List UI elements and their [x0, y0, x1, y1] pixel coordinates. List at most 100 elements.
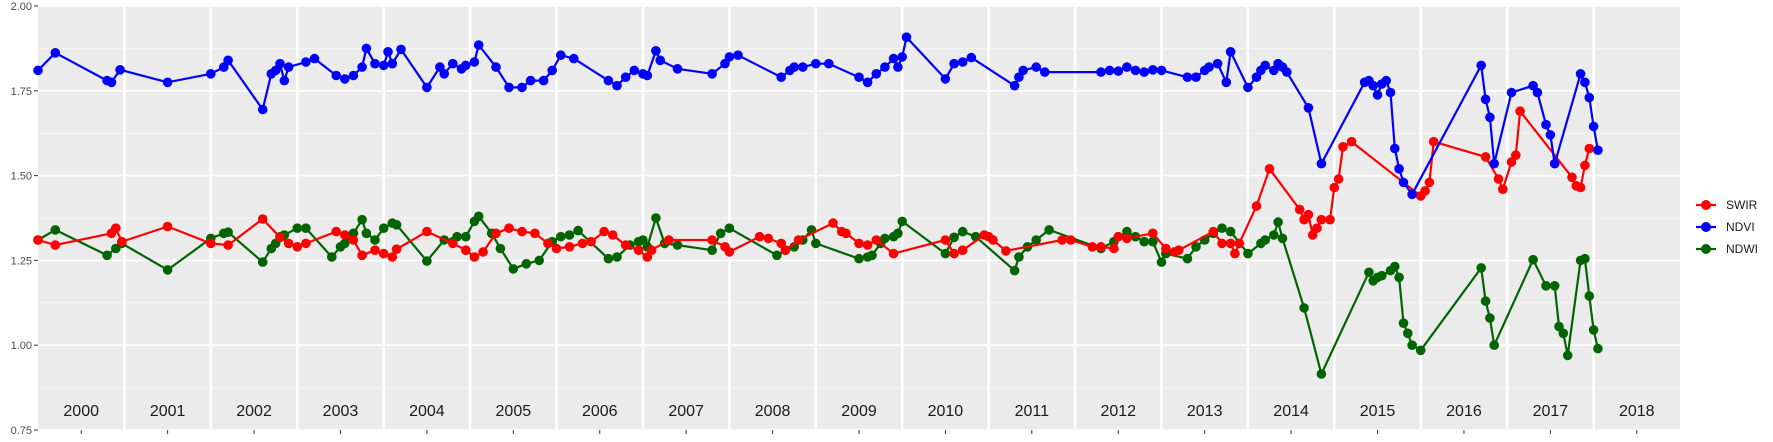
data-point-swir: [1316, 214, 1327, 225]
data-point-ndvi: [301, 57, 311, 67]
data-point-swir: [1329, 182, 1340, 193]
year-label: 2007: [668, 403, 704, 420]
data-point-ndvi: [1398, 177, 1409, 188]
data-point-ndvi: [33, 65, 43, 76]
data-point-ndwi: [1403, 328, 1413, 339]
data-point-ndvi: [1381, 75, 1391, 86]
year-label: 2018: [1619, 403, 1655, 420]
data-point-ndwi: [612, 252, 622, 262]
data-point-ndwi: [495, 243, 506, 254]
data-point-ndwi: [361, 228, 372, 239]
data-point-ndvi: [1282, 67, 1292, 77]
x-axis-ticks: [80, 430, 1638, 434]
data-point-ndwi: [162, 265, 173, 275]
data-point-ndvi: [1390, 143, 1400, 154]
data-point-ndvi: [504, 82, 514, 93]
data-point-swir: [871, 235, 882, 245]
data-point-swir: [707, 235, 717, 245]
year-label: 2011: [1015, 403, 1050, 420]
data-point-ndwi: [1156, 257, 1167, 267]
data-point-ndvi: [720, 58, 730, 69]
y-tick-label: 1.50: [11, 171, 32, 183]
data-point-ndwi: [391, 220, 402, 230]
data-point-ndwi: [534, 255, 544, 266]
data-point-ndvi: [811, 58, 821, 69]
data-point-ndwi: [1541, 281, 1551, 291]
data-point-ndwi: [1480, 296, 1491, 306]
data-point-swir: [1109, 243, 1119, 254]
data-point-ndvi: [378, 60, 389, 71]
data-point-ndwi: [1593, 343, 1603, 354]
data-point-ndwi: [223, 227, 233, 237]
data-point-ndvi: [50, 48, 61, 58]
data-point-ndvi: [569, 53, 579, 64]
data-point-ndvi: [733, 50, 743, 60]
data-point-swir: [117, 236, 127, 247]
data-point-ndwi: [102, 250, 112, 261]
data-point-swir: [461, 245, 471, 255]
year-label: 2016: [1446, 403, 1482, 420]
data-point-ndwi: [880, 233, 890, 244]
legend-key-point: [1701, 222, 1711, 232]
data-point-ndwi: [422, 256, 432, 266]
data-point-ndvi: [106, 77, 117, 88]
data-point-swir: [1294, 204, 1305, 215]
data-point-swir: [391, 244, 402, 254]
data-point-swir: [780, 245, 791, 255]
data-point-ndwi: [521, 259, 532, 269]
year-label: 2013: [1187, 403, 1223, 420]
data-point-ndvi: [1148, 65, 1158, 75]
data-point-swir: [940, 235, 951, 245]
data-point-ndvi: [1489, 158, 1499, 169]
data-point-swir: [599, 226, 609, 237]
data-point-ndwi: [461, 231, 471, 242]
legend-item-swir: SWIR: [1696, 198, 1758, 212]
data-point-ndwi: [1243, 248, 1253, 259]
data-point-ndwi: [1562, 350, 1573, 361]
data-point-ndvi: [348, 70, 359, 81]
data-point-swir: [620, 240, 631, 250]
data-point-ndwi: [378, 223, 389, 233]
data-point-swir: [517, 226, 527, 237]
data-point-swir: [1065, 235, 1076, 245]
data-point-ndwi: [1044, 225, 1054, 235]
series-ndwi: [33, 211, 1603, 379]
data-point-ndvi: [1580, 77, 1590, 88]
data-point-ndwi: [301, 223, 311, 233]
y-tick-label: 2.00: [11, 1, 32, 13]
year-label: 2009: [841, 403, 877, 420]
data-point-swir: [50, 240, 61, 250]
data-point-ndvi: [1394, 164, 1404, 174]
data-point-ndwi: [340, 238, 350, 249]
data-point-ndvi: [279, 75, 290, 86]
data-point-ndvi: [966, 52, 977, 63]
data-point-ndvi: [1575, 69, 1586, 79]
data-point-ndvi: [1018, 65, 1028, 76]
data-point-ndvi: [1368, 80, 1378, 91]
data-point-swir: [754, 231, 765, 242]
legend-item-ndvi: NDVI: [1696, 220, 1755, 234]
data-point-ndwi: [1225, 226, 1236, 237]
data-point-ndvi: [1040, 67, 1050, 77]
data-point-swir: [1493, 174, 1504, 184]
legend-key-point: [1701, 200, 1711, 210]
data-point-swir: [1230, 248, 1240, 259]
data-point-ndwi: [854, 253, 864, 264]
data-point-swir: [1208, 226, 1219, 237]
y-tick-label: 1.75: [11, 86, 32, 98]
data-point-swir: [1420, 186, 1430, 196]
data-point-ndwi: [1415, 345, 1426, 356]
data-point-ndvi: [1191, 72, 1201, 82]
legend-label: NDVI: [1726, 220, 1755, 234]
data-point-ndvi: [525, 75, 536, 86]
data-point-swir: [646, 245, 657, 255]
data-point-ndwi: [292, 223, 303, 233]
data-point-ndvi: [517, 82, 527, 93]
data-point-ndvi: [370, 58, 380, 69]
data-point-ndvi: [824, 58, 834, 69]
data-point-swir: [988, 235, 998, 245]
data-point-ndwi: [949, 232, 959, 243]
year-label: 2010: [928, 403, 964, 420]
data-point-ndvi: [206, 69, 216, 79]
